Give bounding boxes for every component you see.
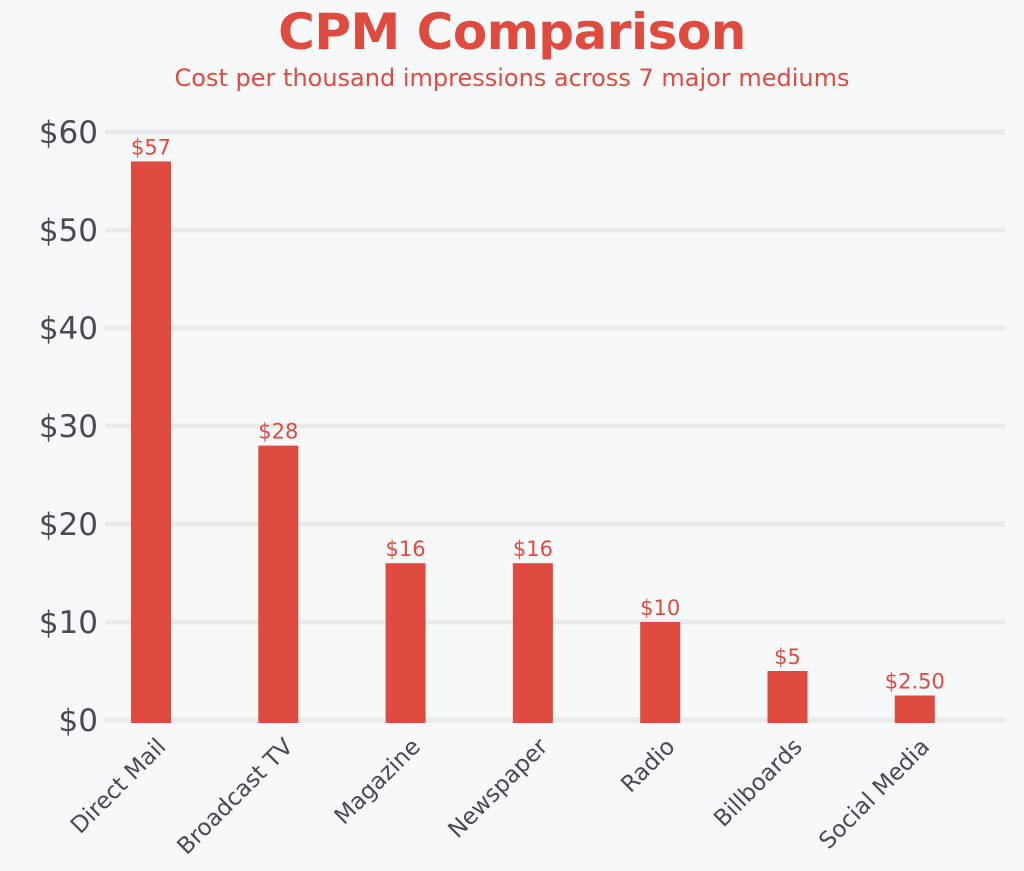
bar (640, 622, 681, 723)
y-axis-ticks: $0 $10 $20 $30 $40 $50 $60 (39, 115, 98, 739)
gridlines (105, 129, 1005, 723)
data-label: $16 (513, 537, 553, 561)
bar (512, 563, 553, 723)
bar (131, 161, 171, 723)
chart-subtitle: Cost per thousand impressions across 7 m… (174, 64, 850, 92)
data-label: $5 (774, 645, 801, 669)
x-category-label: Billboards (709, 734, 808, 833)
data-label: $10 (640, 596, 680, 620)
x-category-label: Newspaper (443, 733, 553, 843)
bar (258, 445, 299, 723)
x-category-label: Broadcast TV (172, 734, 298, 860)
data-label: $16 (386, 537, 426, 561)
chart-title: CPM Comparison (278, 3, 746, 61)
y-tick-label: $60 (39, 115, 98, 151)
bars (131, 161, 935, 723)
x-category-label: Radio (616, 734, 680, 798)
data-labels: $57 $28 $16 $16 $10 $5 $2.50 (131, 135, 945, 693)
bar (767, 671, 808, 723)
x-category-label: Social Media (814, 734, 935, 855)
x-category-label: Magazine (330, 734, 426, 830)
bar (385, 563, 426, 723)
data-label: $28 (258, 420, 298, 444)
x-category-label: Direct Mail (66, 734, 171, 839)
y-tick-label: $10 (39, 605, 98, 641)
y-tick-label: $20 (39, 507, 98, 543)
y-tick-label: $40 (39, 311, 98, 347)
x-axis-categories: Direct Mail Broadcast TV Magazine Newspaper… (66, 733, 935, 859)
y-tick-label: $30 (39, 409, 98, 445)
data-label: $2.50 (885, 670, 945, 694)
data-label: $57 (131, 135, 171, 159)
y-tick-label: $0 (59, 703, 98, 739)
bar (894, 695, 935, 723)
y-tick-label: $50 (39, 213, 98, 249)
